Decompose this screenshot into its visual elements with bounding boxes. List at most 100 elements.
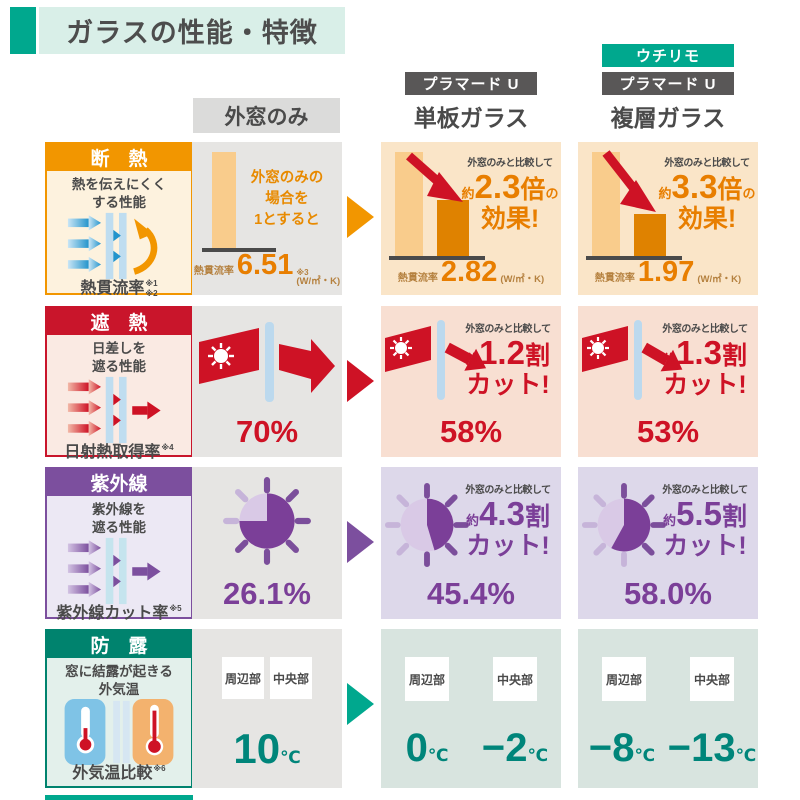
uv-desc-line1: 紫外線を xyxy=(92,502,146,517)
approx-prefix: 約 xyxy=(663,513,677,528)
compare-note: 外窓のみと比較して xyxy=(467,158,553,169)
u-value-label: 熱貫流率 xyxy=(397,273,438,284)
note-ref-2: ※2 xyxy=(145,288,158,298)
bar-baseline xyxy=(586,256,682,260)
note-ref-5: ※5 xyxy=(169,604,182,614)
row-label-uv-title: 紫外線 xyxy=(47,469,191,496)
caption-line3: 1とすると xyxy=(254,212,320,229)
u-value: 6.51 xyxy=(236,248,294,281)
dew-temp-edge: −8 xyxy=(588,726,635,770)
row-label-uv: 紫外線 紫外線を 遮る性能 紫外線カット率 xyxy=(45,467,193,623)
sunlight-cut-icon xyxy=(582,320,683,400)
flow-arrow-right-uv-icon xyxy=(347,521,374,563)
dew-temp-unit: ℃ xyxy=(634,746,656,765)
cut-word: カット! xyxy=(466,371,550,399)
approx-prefix: 約 xyxy=(663,352,677,367)
cell-dew-double-glass: 周辺部 中央部 −8 ℃ −13 ℃ xyxy=(578,629,758,788)
title-accent-square xyxy=(10,7,36,54)
uchirimo-badge: ウチリモ xyxy=(602,44,734,67)
insulation-desc-line1: 熱を伝えにくく xyxy=(71,177,167,192)
sun-block-arrows-icon xyxy=(67,376,161,444)
glass-edge-label: 周辺部 xyxy=(602,657,646,701)
u-value-unit: (W/㎡・K) xyxy=(296,276,341,288)
dew-temp-center: −13 xyxy=(667,726,736,770)
cut-word: カット! xyxy=(466,532,550,560)
cell-shield-outer-only: 70% xyxy=(192,306,342,457)
uv-desc-line2: 遮る性能 xyxy=(92,519,146,535)
caption-line1: 外窓のみの xyxy=(250,170,324,186)
u-value-bar-improved xyxy=(634,214,666,256)
cut-amount: 4.3 xyxy=(479,495,525,532)
cell-uv-single-glass: 外窓のみと比較して 約 4.3 割 カット! 45.4% xyxy=(381,467,561,619)
uv-block-arrows-icon xyxy=(67,537,161,605)
plamadou-badge-single: プラマード U xyxy=(405,72,537,95)
heat-insulation-icon xyxy=(67,212,158,280)
dew-temp-unit: ℃ xyxy=(735,746,757,765)
row-label-insulation: 断 熱 熱を伝えにくく する性能 熱貫流率 xyxy=(45,142,193,298)
uv-cut-metric-label: 紫外線カット率 xyxy=(56,605,169,623)
effect-particle: の xyxy=(545,186,559,201)
next-section-edge xyxy=(45,795,193,800)
effect-multiplier: 2.3 xyxy=(474,168,521,205)
dew-temp-unit: ℃ xyxy=(280,748,301,767)
dew-temp-unit: ℃ xyxy=(427,746,449,765)
note-ref-6: ※6 xyxy=(153,764,166,774)
glass-center-label: 中央部 xyxy=(690,657,734,701)
cut-amount: 5.5 xyxy=(676,495,722,532)
decrease-arrow-icon xyxy=(602,150,656,212)
compare-note: 外窓のみと比較して xyxy=(664,158,750,169)
insulation-metric-label: 熱貫流率 xyxy=(80,280,145,298)
uv-sun-pie-icon xyxy=(223,477,311,565)
cut-unit: 割 xyxy=(721,503,747,531)
cell-uv-double-glass: 外窓のみと比較して 約 5.5 割 カット! 58.0% xyxy=(578,467,758,619)
cell-shield-single-glass: 外窓のみと比較して 約 1.2 割 カット! 58% xyxy=(381,306,561,457)
dew-temp-unit: ℃ xyxy=(527,746,549,765)
row-label-dew-title: 防 露 xyxy=(47,631,191,658)
bar-baseline xyxy=(202,248,276,252)
note-ref-1: ※1 xyxy=(145,279,158,289)
glass-edge-label: 周辺部 xyxy=(405,657,449,701)
dew-desc-line2: 外気温 xyxy=(98,681,140,697)
column-header-double-glass: 複層ガラス xyxy=(610,105,726,131)
uv-sun-pie-icon xyxy=(581,482,667,568)
shield-desc-line1: 日差しを xyxy=(92,341,146,356)
shgc-value: 58% xyxy=(439,414,503,449)
note-ref-3: ※3 xyxy=(296,267,309,277)
cell-insulation-double-glass: 外窓のみと比較して 約 3.3 倍の 効果! 熱貫流率 1.97 (W/㎡・K) xyxy=(578,142,758,295)
compare-note: 外窓のみと比較して xyxy=(662,324,748,335)
cell-shield-double-glass: 外窓のみと比較して 約 1.3 割 カット! 53% xyxy=(578,306,758,457)
effect-particle: の xyxy=(742,186,756,201)
cell-dew-single-glass: 周辺部 中央部 0 ℃ −2 ℃ xyxy=(381,629,561,788)
uv-sun-pie-icon xyxy=(384,482,470,568)
row-label-heat-shield-title: 遮 熱 xyxy=(47,308,191,335)
glass-center-label: 中央部 xyxy=(493,657,537,701)
effect-multiplier: 3.3 xyxy=(671,168,718,205)
approx-prefix: 約 xyxy=(658,186,672,201)
cut-unit: 割 xyxy=(524,342,550,370)
shgc-value: 70% xyxy=(235,414,299,449)
u-value-label: 熱貫流率 xyxy=(193,265,234,277)
dew-temp-value: 10 xyxy=(233,725,281,772)
cut-unit: 割 xyxy=(524,503,550,531)
approx-prefix: 約 xyxy=(466,513,480,528)
shield-desc-line2: 遮る性能 xyxy=(92,358,146,374)
compare-note: 外窓のみと比較して xyxy=(465,485,551,496)
effect-unit: 倍 xyxy=(717,176,743,204)
note-ref-4: ※4 xyxy=(161,443,174,453)
compare-note: 外窓のみと比較して xyxy=(662,485,748,496)
effect-word: 効果! xyxy=(677,205,737,233)
u-value-bar-reference xyxy=(212,152,236,248)
plamadou-badge-double: プラマード U xyxy=(602,72,734,95)
u-value: 2.82 xyxy=(440,256,498,288)
cut-word: カット! xyxy=(663,371,747,399)
sunlight-through-glass-icon xyxy=(199,322,335,402)
cut-amount: 1.2 xyxy=(479,334,525,371)
flow-arrow-right-shield-icon xyxy=(347,360,374,402)
approx-prefix: 約 xyxy=(461,186,475,201)
bar-baseline xyxy=(389,256,485,260)
insulation-desc-line2: する性能 xyxy=(91,194,146,210)
page-title: ガラスの性能・特徴 xyxy=(39,7,345,54)
u-value-bar-improved xyxy=(437,200,469,256)
decrease-arrow-icon xyxy=(406,152,463,202)
cell-dew-outer-only: 周辺部 中央部 10 ℃ xyxy=(192,629,342,788)
